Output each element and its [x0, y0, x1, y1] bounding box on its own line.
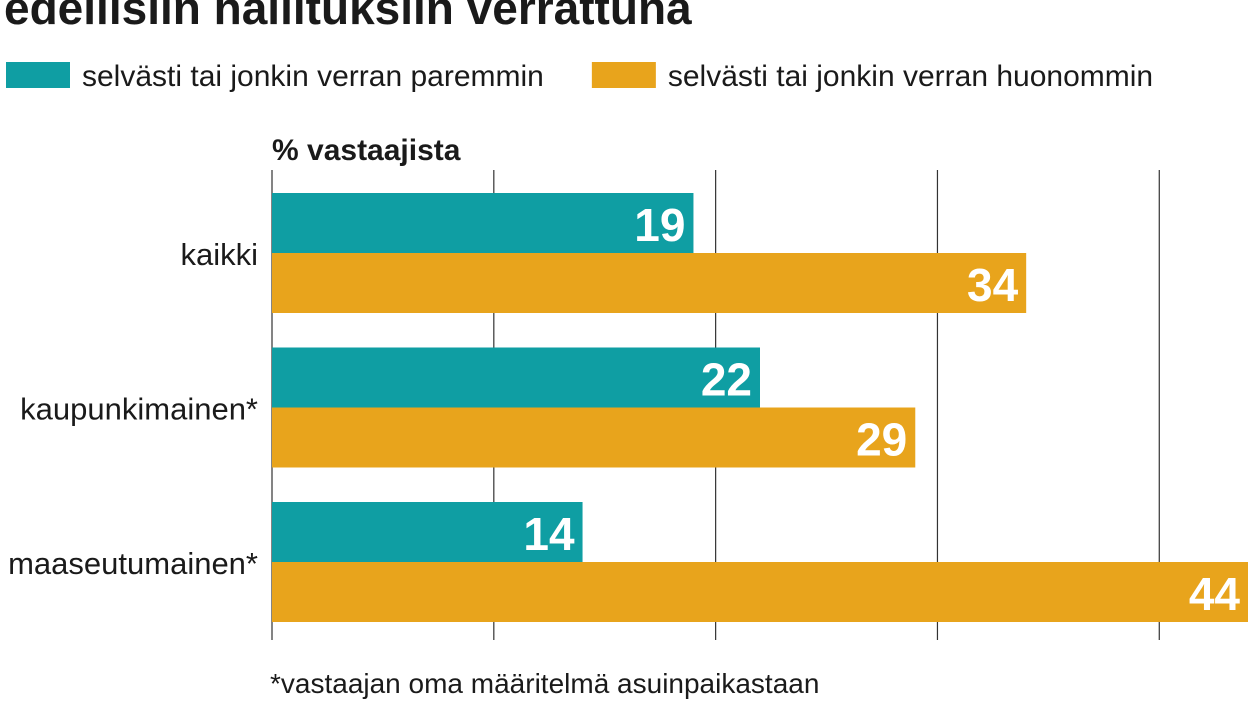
bar	[272, 347, 760, 408]
bar	[272, 253, 1027, 313]
bar	[272, 562, 1248, 622]
legend-swatch	[591, 62, 656, 88]
value-label: 34	[967, 259, 1019, 311]
footnote: *vastaajan oma määritelmä asuinpaikastaa…	[270, 668, 819, 699]
value-label: 14	[523, 508, 575, 560]
legend-label: selvästi tai jonkin verran paremmin	[82, 60, 544, 93]
chart-title: edellisiin hallituksiin verrattuna	[4, 0, 692, 34]
axis-label: % vastaajista	[272, 134, 461, 167]
value-label: 29	[856, 414, 907, 466]
category-label: kaupunkimainen*	[20, 392, 258, 427]
legend-swatch	[6, 62, 70, 88]
bar	[272, 502, 583, 562]
bar	[272, 193, 694, 253]
bar	[272, 407, 916, 468]
value-label: 44	[1189, 568, 1241, 620]
value-label: 22	[701, 354, 752, 406]
category-label: kaikki	[180, 237, 258, 272]
value-label: 19	[634, 199, 685, 251]
category-label: maaseutumainen*	[8, 546, 258, 581]
legend-label: selvästi tai jonkin verran huonommin	[668, 60, 1153, 93]
